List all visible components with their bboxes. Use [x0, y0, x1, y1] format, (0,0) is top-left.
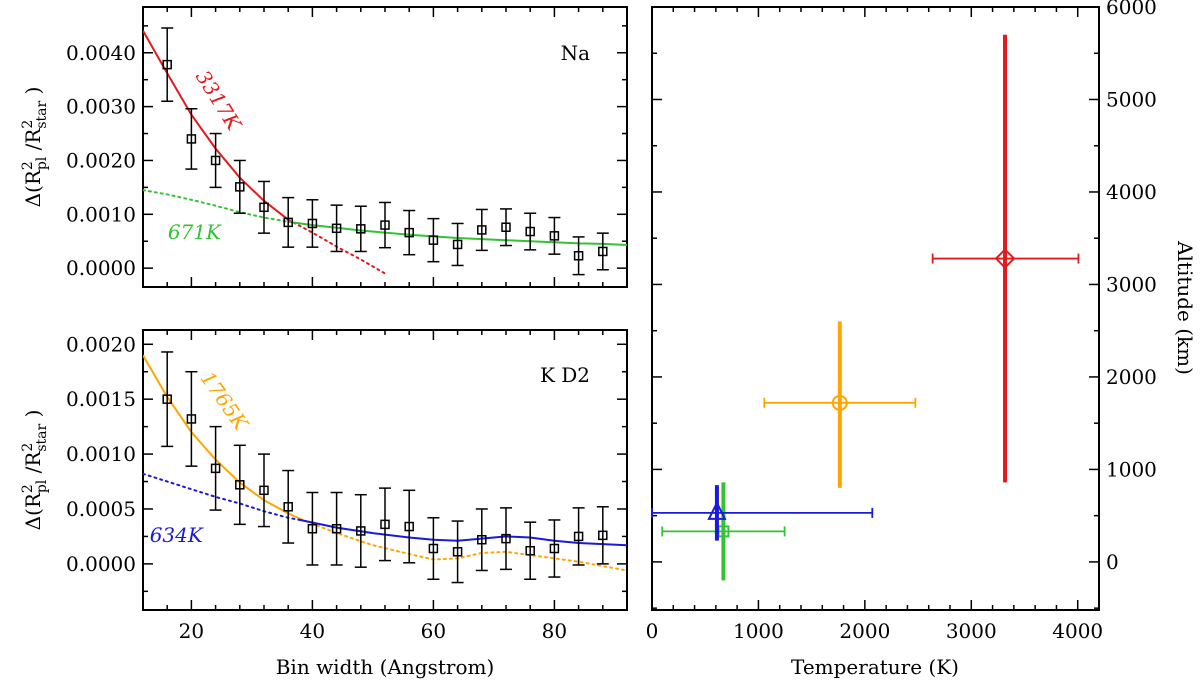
kd2-point-2 — [210, 463, 221, 474]
kd2-curve-2 — [143, 472, 302, 521]
kd2-curve-label-0: 1765K — [196, 367, 254, 436]
temperature-panel-frame — [651, 6, 1100, 611]
temp-marker-diamond-3 — [994, 248, 1016, 269]
svg-text:Altitude (km): Altitude (km) — [1173, 240, 1197, 375]
kd2-point-10 — [404, 521, 414, 532]
temp-ytick-label: 6000 — [1106, 0, 1157, 19]
kd2-curve-label-1: 634K — [150, 523, 204, 547]
na-point-5 — [283, 217, 293, 228]
na-point-15 — [525, 226, 535, 237]
kd2-xtick-label: 80 — [542, 619, 567, 643]
na-point-11 — [428, 235, 439, 245]
kd2-point-8 — [356, 526, 366, 536]
kd2-point-11 — [428, 543, 439, 554]
kd2-panel-label: K D2 — [540, 363, 590, 387]
na-curve-label-1: 671K — [168, 220, 222, 244]
temperature-panel: 0 1000 2000 3000 4000 0 1000 2000 3000 4000 5000 60… — [646, 0, 1157, 643]
na-panel-label: Na — [561, 41, 591, 65]
kd2-ytick-label: 0.0010 — [66, 442, 136, 466]
na-point-0 — [162, 59, 172, 70]
na-ytick-label: 0.0020 — [66, 148, 136, 172]
kd2-ytick-label: 0.0000 — [66, 552, 136, 576]
kd2-xtick-label: 40 — [300, 619, 325, 643]
temp-marker-circle-2 — [831, 394, 848, 411]
kd2-point-18 — [598, 530, 608, 541]
kd2-xtick-label: 60 — [421, 619, 446, 643]
temp-ytick-label: 0 — [1106, 550, 1119, 574]
temp-xtick-label: 4000 — [1052, 619, 1103, 643]
kd2-point-16 — [549, 543, 560, 554]
na-curve-0 — [143, 30, 289, 221]
kd2-point-14 — [501, 533, 511, 544]
temp-ytick-label: 3000 — [1106, 272, 1157, 296]
na-ytick-label: 0.0040 — [66, 41, 136, 65]
altitude-ylabel: Altitude (km) — [1173, 240, 1197, 375]
kd2-point-0 — [162, 394, 172, 404]
na-ytick-label: 0.0030 — [66, 95, 136, 119]
na-point-2 — [210, 155, 221, 166]
temp-ytick-label: 5000 — [1106, 87, 1157, 111]
kd2-xlabel: Bin width (Angstrom) — [276, 655, 495, 679]
svg-text:Δ(R2pl /R2star ): Δ(R2pl /R2star ) — [20, 87, 50, 208]
na-point-17 — [573, 251, 584, 261]
na-point-10 — [404, 227, 414, 238]
kd2-point-15 — [525, 545, 535, 556]
na-point-16 — [549, 231, 560, 241]
kd2-point-4 — [259, 485, 269, 496]
na-point-4 — [259, 202, 269, 213]
na-point-6 — [307, 218, 318, 229]
temp-xtick-label: 0 — [646, 619, 659, 643]
kd2-point-7 — [331, 523, 342, 534]
na-ytick-label: 0.0000 — [66, 256, 136, 280]
kd2-point-13 — [477, 534, 487, 545]
temp-xtick-label: 2000 — [839, 619, 890, 643]
kd2-point-17 — [573, 531, 584, 542]
na-point-18 — [598, 246, 608, 257]
na-ytick-label: 0.0010 — [66, 202, 136, 226]
na-point-3 — [235, 182, 245, 192]
kd2-point-12 — [452, 547, 463, 557]
na-ylabel: Δ(R2pl /R2star ) — [20, 87, 50, 208]
kd2-ytick-label: 0.0015 — [66, 387, 136, 411]
na-point-9 — [380, 220, 390, 230]
kd2-point-9 — [380, 519, 390, 530]
kd2-ytick-label: 0.0020 — [66, 332, 136, 356]
temp-ytick-label: 4000 — [1106, 180, 1157, 204]
na-point-14 — [501, 222, 511, 232]
kd2-point-1 — [186, 414, 197, 424]
na-point-7 — [331, 223, 342, 234]
na-point-8 — [356, 224, 366, 234]
temp-xtick-label: 3000 — [946, 619, 997, 643]
kd2-ylabel: Δ(R2pl /R2star ) — [20, 410, 50, 531]
svg-text:Δ(R2pl /R2star ): Δ(R2pl /R2star ) — [20, 410, 50, 531]
temp-ytick-label: 1000 — [1106, 457, 1157, 481]
kd2-point-3 — [235, 480, 245, 490]
temp-xtick-label: 1000 — [733, 619, 784, 643]
kd2-xtick-label: 20 — [179, 619, 204, 643]
temperature-xlabel: Temperature (K) — [791, 655, 959, 679]
kd2-point-5 — [283, 502, 293, 512]
na-point-12 — [452, 239, 463, 250]
na-point-1 — [186, 134, 197, 144]
temp-ytick-label: 2000 — [1106, 365, 1157, 389]
kd2-point-6 — [307, 523, 318, 534]
kd2-ytick-label: 0.0005 — [66, 497, 136, 521]
na-curve-2 — [143, 189, 290, 223]
temp-marker-triangle-1 — [707, 500, 727, 520]
na-point-13 — [477, 225, 487, 235]
